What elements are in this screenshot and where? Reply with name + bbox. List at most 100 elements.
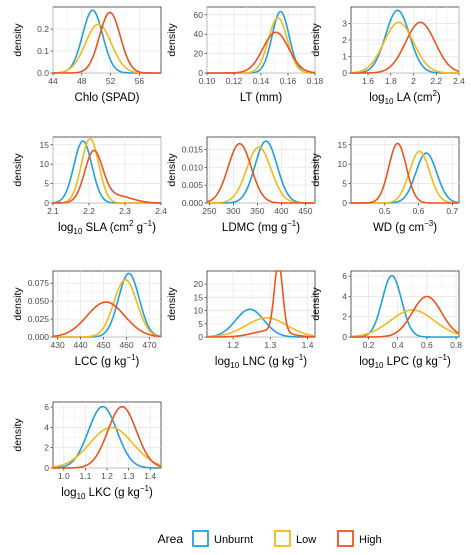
legend-label-low: Low	[296, 534, 316, 546]
y-tick-label: 0	[342, 332, 347, 342]
series-line-low	[350, 21, 460, 74]
panel-10: 1.0 1.1 1.2 1.3 1.4 0 2 4 6 density log10 LKC (g k…	[12, 401, 162, 501]
x-axis-title: log10 LNC (g kg−1)	[215, 353, 307, 370]
x-tick-label: 48	[77, 76, 87, 86]
legend-key-high	[337, 530, 354, 547]
y-tick-label: 10	[338, 159, 348, 169]
series-line-low	[52, 426, 162, 468]
x-tick-label: 0.6	[413, 206, 425, 216]
x-axis-title: log10 LPC (g kg−1)	[359, 353, 451, 370]
panel-1: 44 48 52 56 0.0 0.1 0.2 density Chlo (SPAD)	[12, 6, 162, 104]
y-axis-title: density	[310, 287, 322, 321]
x-axis-title: log10 SLA (cm2 g−1)	[58, 219, 156, 236]
x-tick-label: 0.18	[307, 76, 324, 86]
x-tick-label: 1.0	[58, 471, 70, 481]
y-tick-label: 0.000	[182, 198, 204, 208]
y-tick-label: 0.075	[28, 278, 50, 288]
panel-8: 1.2 1.3 1.4 0 5 10 15 20 density log10 LNC (g kg−…	[166, 270, 316, 370]
series-line-high	[52, 149, 162, 204]
panel-7: 430 440 450 460 470 0.000 0.025 0.050 0.075 densi…	[12, 270, 162, 368]
y-axis-title: density	[12, 23, 24, 57]
x-tick-label: 440	[73, 340, 87, 350]
x-tick-label: 0.5	[379, 206, 391, 216]
y-axis-title: density	[310, 153, 322, 187]
x-tick-label: 350	[250, 206, 264, 216]
y-tick-label: 40	[194, 29, 204, 39]
panel-9: 0.2 0.4 0.6 0.8 0 2 4 6 density log10 LPC (g kg−1…	[310, 270, 462, 370]
x-tick-label: 2.1	[47, 206, 59, 216]
panel-frame	[52, 270, 162, 338]
y-tick-label: 15	[40, 140, 50, 150]
y-tick-label: 2	[342, 35, 347, 45]
y-tick-label: 0	[342, 198, 347, 208]
x-tick-label: 2.2	[430, 76, 442, 86]
x-tick-label: 1.4	[302, 340, 314, 350]
x-tick-label: 0.8	[450, 340, 462, 350]
y-tick-label: 15	[338, 140, 348, 150]
x-tick-label: 56	[135, 76, 145, 86]
y-tick-label: 0.000	[28, 332, 50, 342]
y-axis-title: density	[12, 153, 24, 187]
y-tick-label: 0.2	[37, 24, 49, 34]
x-axis-title: log10 LKC (g kg−1)	[61, 484, 153, 501]
y-tick-label: 0	[198, 68, 203, 78]
y-tick-label: 4	[342, 291, 347, 301]
x-tick-label: 1.3	[123, 471, 135, 481]
x-axis-title: LDMC (mg g−1)	[222, 219, 300, 234]
x-tick-label: 1.8	[385, 76, 397, 86]
x-tick-label: 1.1	[79, 471, 91, 481]
panel-frame	[350, 136, 460, 204]
x-tick-label: 44	[48, 76, 58, 86]
y-tick-label: 6	[342, 271, 347, 281]
series-line-high	[206, 142, 316, 204]
y-tick-label: 0.025	[28, 314, 50, 324]
x-tick-label: 400	[274, 206, 288, 216]
y-axis-title: density	[166, 153, 178, 187]
legend-label-high: High	[359, 534, 382, 546]
x-tick-label: 250	[202, 206, 216, 216]
series-line-low	[52, 137, 162, 204]
y-tick-label: 5	[198, 319, 203, 329]
legend-key-unburnt	[192, 530, 209, 547]
y-tick-label: 0	[198, 332, 203, 342]
y-tick-label: 15	[194, 292, 204, 302]
y-tick-label: 0.050	[28, 296, 50, 306]
x-tick-label: 1.6	[362, 76, 374, 86]
x-tick-label: 0.12	[226, 76, 243, 86]
y-tick-label: 60	[194, 10, 204, 20]
y-tick-label: 0	[44, 463, 49, 473]
series-line-high	[350, 142, 460, 204]
series-line-unburnt	[52, 405, 162, 469]
panel-5: 250 300 350 400 450 0.000 0.005 0.010 0.015 densi…	[166, 136, 316, 234]
panel-3: 1.6 1.8 2 2.2 2.4 0 1 2 3 density log10 LA (cm2)	[310, 6, 465, 106]
x-tick-label: 450	[96, 340, 110, 350]
x-tick-label: 2	[411, 76, 416, 86]
x-tick-label: 470	[142, 340, 156, 350]
x-axis-title: LCC (g kg−1)	[75, 353, 140, 368]
y-tick-label: 0	[44, 198, 49, 208]
x-tick-label: 0.4	[392, 340, 404, 350]
x-tick-label: 2.3	[119, 206, 131, 216]
series-line-high	[52, 405, 162, 469]
y-tick-label: 3	[342, 19, 347, 29]
series-line-high	[206, 270, 316, 338]
y-tick-label: 2	[44, 443, 49, 453]
y-tick-label: 5	[44, 179, 49, 189]
series-line-high	[350, 295, 460, 338]
y-tick-label: 20	[194, 279, 204, 289]
x-axis-title: log10 LA (cm2)	[369, 89, 441, 106]
y-tick-label: 0.1	[37, 46, 49, 56]
x-tick-label: 460	[119, 340, 133, 350]
x-tick-label: 0.6	[421, 340, 433, 350]
legend-key-low	[274, 530, 291, 547]
y-tick-label: 6	[44, 402, 49, 412]
y-tick-label: 10	[194, 306, 204, 316]
y-tick-label: 0.015	[182, 144, 204, 154]
panel-6: 0.5 0.6 0.7 0 5 10 15 density WD (g cm−3)	[310, 136, 460, 234]
series-line-low	[52, 278, 162, 338]
y-tick-label: 0.010	[182, 162, 204, 172]
x-tick-label: 1.3	[264, 340, 276, 350]
y-tick-label: 10	[40, 159, 50, 169]
y-tick-label: 0.005	[182, 180, 204, 190]
